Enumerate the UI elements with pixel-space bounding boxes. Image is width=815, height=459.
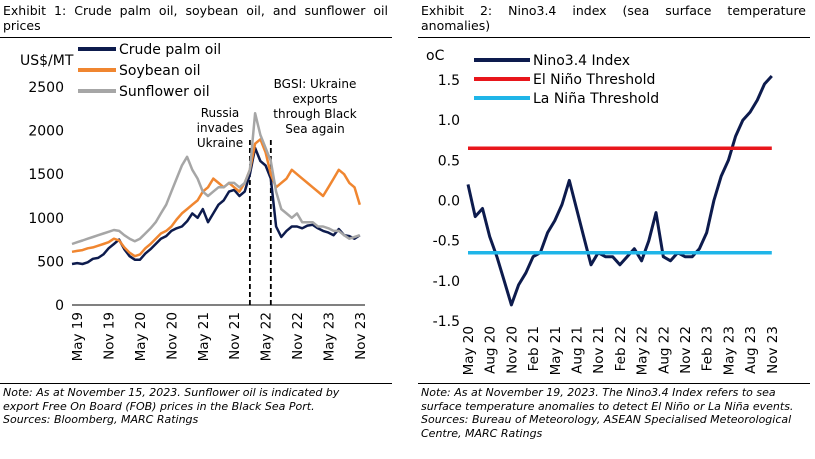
x-tick-label: Nov 19 bbox=[102, 312, 118, 360]
y-tick-label: 0 bbox=[55, 298, 64, 314]
exhibit-1-title-rule bbox=[0, 37, 392, 38]
x-tick-label: Nov 20 bbox=[164, 312, 180, 360]
y-axis-label: US$/MT bbox=[20, 53, 74, 69]
y-tick-label: 0.0 bbox=[438, 194, 460, 210]
y-tick-label: 1.0 bbox=[438, 113, 460, 129]
x-tick-label: Aug 23 bbox=[743, 326, 759, 374]
y-tick-label: 1.5 bbox=[438, 73, 460, 89]
exhibit-2-note-line: Note: As at November 19, 2023. The Nino3… bbox=[421, 386, 776, 399]
exhibit-2-source-line: Sources: Bureau of Meteorology, ASEAN Sp… bbox=[421, 413, 792, 426]
x-tick-label: Feb 22 bbox=[613, 326, 629, 371]
annotation-bgsi-ukraine-exports: BGSI: Ukraine bbox=[274, 77, 357, 91]
annotation-russia-invades-ukraine: Russia bbox=[201, 106, 240, 120]
exhibit-2-note: Note: As at November 19, 2023. The Nino3… bbox=[421, 386, 793, 440]
nino34-index-chart: oC -1.5 -1.0 -0.5 0.0 0.5 1.0 1.5 May 20 Aug 20 No… bbox=[426, 48, 781, 375]
series-line-sunflower-oil bbox=[71, 111, 361, 246]
y-tick-label: 0.5 bbox=[438, 153, 460, 169]
x-tick-label: May 20 bbox=[133, 312, 149, 361]
x-tick-label: Feb 21 bbox=[526, 326, 542, 371]
exhibit-1-source-line: Sources: Bloomberg, MARC Ratings bbox=[3, 413, 199, 426]
y-tick-label: -1.5 bbox=[433, 314, 460, 330]
exhibit-1-title: Exhibit 1: Crude palm oil, soybean oil, … bbox=[3, 3, 388, 33]
x-tick-label: Nov 22 bbox=[678, 326, 694, 374]
x-tick-label: May 22 bbox=[635, 326, 651, 375]
exhibit-1-note-rule bbox=[0, 383, 392, 384]
x-tick-label: Nov 23 bbox=[765, 326, 781, 374]
x-tick-label: Aug 20 bbox=[483, 326, 499, 374]
legend-label-el-nin-o-threshold: El Niño Threshold bbox=[533, 72, 655, 88]
legend-label-soybean-oil: Soybean oil bbox=[119, 63, 200, 79]
x-tick-label: May 20 bbox=[461, 326, 477, 375]
series-line-soybean-oil bbox=[71, 138, 361, 258]
vegetable-oil-price-chart: US$/MT 0 500 1000 1500 2000 2500 May 19 Nov 19 Ma… bbox=[20, 42, 369, 361]
x-tick-label: May 21 bbox=[548, 326, 564, 375]
exhibit-2-note-line: surface temperature anomalies to detect … bbox=[421, 399, 794, 413]
legend-label-nino3-4-index: Nino3.4 Index bbox=[533, 53, 630, 69]
exhibit-2-title-rule bbox=[418, 37, 810, 38]
y-tick-label: 1500 bbox=[28, 167, 64, 183]
x-tick-label: Aug 21 bbox=[569, 326, 585, 374]
annotation-russia-invades-ukraine: Ukraine bbox=[197, 136, 243, 150]
exhibit-2-panel: Exhibit 2: Nino3.4 index (sea surface te… bbox=[418, 0, 815, 459]
exhibit-2-title: Exhibit 2: Nino3.4 index (sea surface te… bbox=[421, 3, 806, 33]
exhibit-1-note: Note: As at November 15, 2023. Sunflower… bbox=[3, 386, 339, 427]
x-tick-label: Nov 21 bbox=[591, 326, 607, 374]
x-tick-label: Nov 22 bbox=[290, 312, 306, 360]
x-tick-label: Nov 23 bbox=[353, 312, 369, 360]
x-tick-label: Aug 22 bbox=[656, 326, 672, 374]
annotation-russia-invades-ukraine: invades bbox=[197, 121, 244, 135]
series-line-crude-palm-oil bbox=[71, 146, 361, 266]
legend-label-sunflower-oil: Sunflower oil bbox=[119, 84, 210, 100]
x-tick-label: May 19 bbox=[70, 312, 86, 361]
exhibit-1-panel: Exhibit 1: Crude palm oil, soybean oil, … bbox=[0, 0, 398, 459]
annotation-bgsi-ukraine-exports: Sea again bbox=[285, 122, 344, 136]
y-tick-label: -1.0 bbox=[433, 274, 460, 290]
x-tick-label: May 22 bbox=[259, 312, 275, 361]
annotation-bgsi-ukraine-exports: exports bbox=[292, 92, 337, 106]
x-tick-label: May 23 bbox=[721, 326, 737, 375]
y-axis-label: oC bbox=[426, 48, 445, 64]
y-tick-label: 1000 bbox=[28, 211, 64, 227]
x-tick-label: May 23 bbox=[321, 312, 337, 361]
exhibit-2-source-line: Centre, MARC Ratings bbox=[421, 426, 543, 440]
series-line-nino3-4-index bbox=[466, 74, 773, 307]
exhibit-2-note-rule bbox=[418, 383, 810, 384]
x-tick-label: Nov 21 bbox=[227, 312, 243, 360]
y-tick-label: 2500 bbox=[28, 80, 64, 96]
legend-label-la-nin-a-threshold: La Niña Threshold bbox=[533, 91, 659, 107]
exhibit-1-note-line: export Free On Board (FOB) prices in the… bbox=[3, 399, 315, 413]
x-tick-label: Feb 23 bbox=[700, 326, 716, 371]
x-tick-label: Nov 20 bbox=[504, 326, 520, 374]
y-tick-label: 500 bbox=[37, 254, 64, 270]
y-tick-label: 2000 bbox=[28, 124, 64, 140]
annotation-bgsi-ukraine-exports: through Black bbox=[273, 107, 356, 121]
exhibit-1-note-line: Note: As at November 15, 2023. Sunflower… bbox=[3, 386, 340, 399]
x-tick-label: May 21 bbox=[196, 312, 212, 361]
legend-label-crude-palm-oil: Crude palm oil bbox=[119, 42, 221, 58]
y-tick-label: -0.5 bbox=[433, 234, 460, 250]
